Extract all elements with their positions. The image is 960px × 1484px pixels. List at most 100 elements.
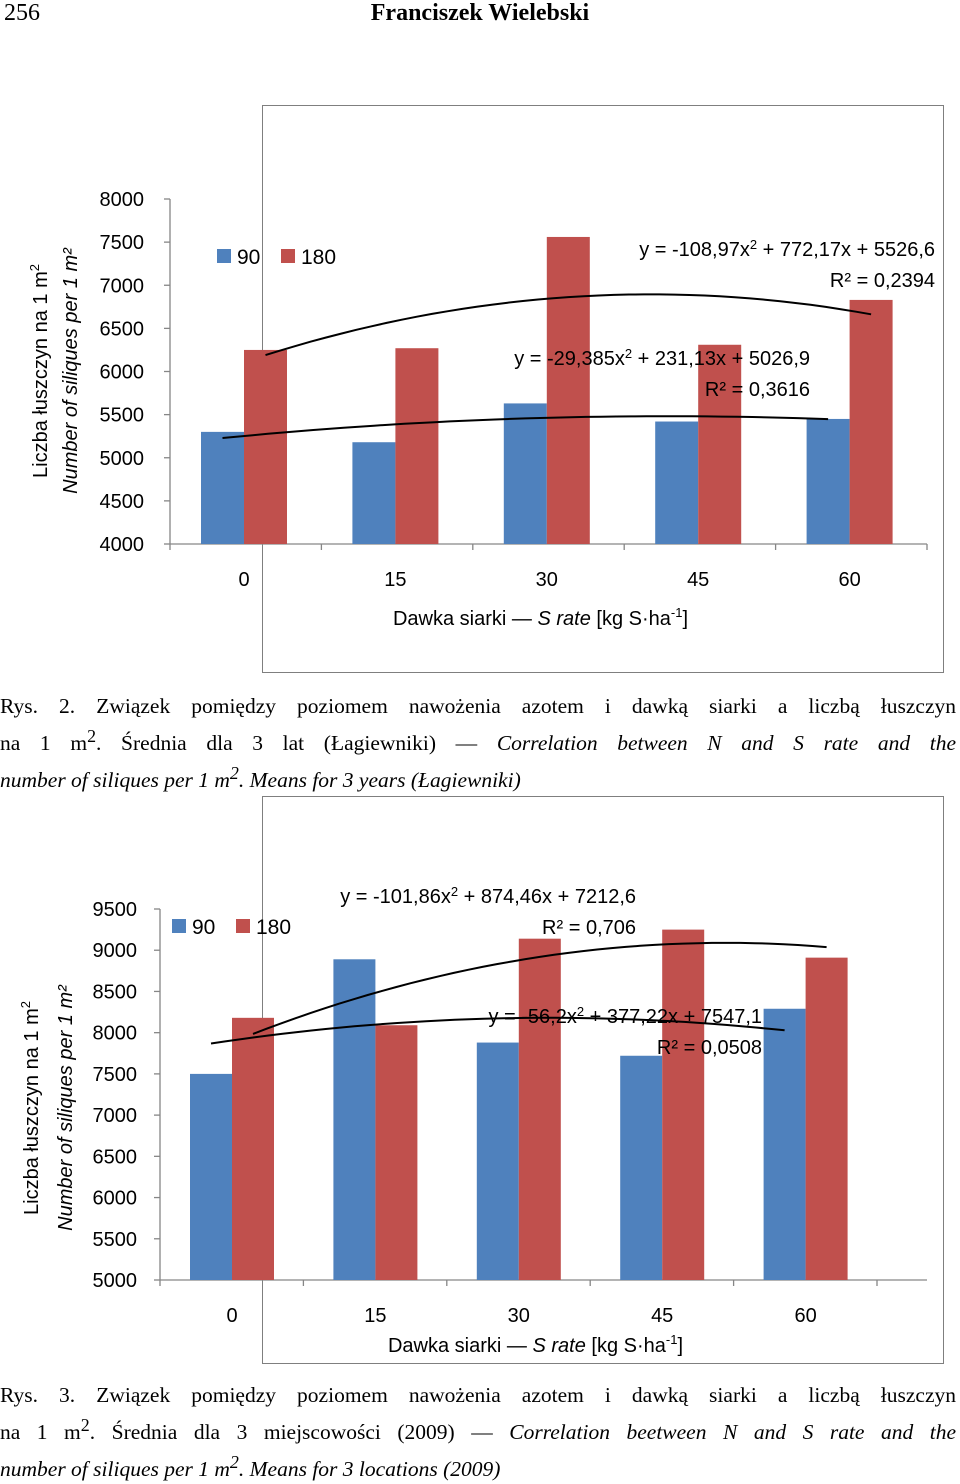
chart2-x-tick-label-15: 15 (364, 1305, 386, 1327)
chart1-x-axis-label: Dawka siarki — S rate [kg S·ha-1] (393, 605, 688, 630)
chart2-legend-label-180: 180 (256, 916, 291, 939)
chart2-trendline-r2-180: R² = 0,706 (542, 917, 636, 939)
chart1-x-tick-label-30: 30 (536, 569, 558, 591)
chart1-bar-180-30 (546, 236, 590, 544)
chart2-legend-swatch-180 (236, 919, 250, 933)
chart2-bar-180-15 (375, 1025, 418, 1280)
caption-2-sup-a: 2 (80, 1415, 90, 1435)
chart2-bar-180-45 (662, 929, 705, 1280)
caption-1-english-c: . Means for 3 years (Łagiewniki) (238, 768, 521, 793)
chart1-trendline-r2-180: R² = 0,2394 (830, 270, 935, 292)
caption-2-line-2: na 1 m2. Średnia dla 3 miejscowości (200… (0, 1410, 956, 1447)
caption-1-label: Rys. 2. (0, 694, 76, 718)
chart1-y-axis-label-english: Number of siliques per 1 m² (60, 247, 82, 494)
caption-1-line-1: Rys. 2. Związek pomiędzy poziomem nawoże… (0, 691, 956, 721)
chart2-x-axis-label: Dawka siarki — S rate [kg S·ha-1] (388, 1332, 683, 1357)
chart1-y-tick-label-6500: 6500 (100, 318, 145, 340)
chart1-bar-180-60 (849, 299, 893, 544)
figure-caption-1: Rys. 2. Związek pomiędzy poziomem nawoże… (0, 691, 956, 795)
chart2-y-tick-label-9500: 9500 (93, 899, 138, 921)
chart1-trendline-r2-90: R² = 0,3616 (705, 379, 810, 401)
chart1-y-tick-label-4500: 4500 (100, 491, 145, 513)
caption-2-polish-b: na 1 m (0, 1420, 81, 1445)
chart1-x-tick-label-15: 15 (384, 569, 406, 591)
chart2-x-tick-label-60: 60 (794, 1305, 816, 1327)
caption-1-line-2: na 1 m2. Średnia dla 3 lat (Łagiewniki) … (0, 721, 956, 758)
caption-1-english-a: Correlation between N and S rate and the (496, 731, 957, 756)
chart1-bar-180-15 (395, 348, 439, 544)
chart1-trendline-equation-180: y = -108,97x2 + 772,17x + 5526,6 (639, 237, 935, 261)
chart1-bar-90-30 (503, 403, 547, 544)
chart1-y-tick-label-6000: 6000 (100, 362, 145, 384)
chart2-trendline-r2-90: R² = 0,0508 (657, 1037, 762, 1059)
page-number: 256 (4, 0, 40, 26)
running-head-author: Franciszek Wielebski (370, 0, 590, 26)
chart1-bar-180-0 (244, 349, 287, 544)
caption-2-sup-b: 2 (229, 1452, 239, 1473)
caption-1-sup-b: 2 (229, 763, 239, 784)
chart2-y-tick-label-5000: 5000 (93, 1270, 138, 1292)
chart2-trendline-90 (210, 1016, 785, 1045)
chart2-bar-90-45 (620, 1055, 663, 1280)
chart1-bar-90-45 (655, 421, 699, 544)
chart1-y-tick-label-4000: 4000 (100, 534, 145, 556)
chart2-x-tick-label-0: 0 (226, 1305, 237, 1327)
caption-1-polish-b: na 1 m (0, 731, 88, 756)
chart-2: 5000 5500 6000 6500 7000 7500 8000 8500 9000 9500… (18, 884, 927, 1357)
caption-2-polish-c: . Średnia dla 3 miejscowości (2009) — (89, 1420, 493, 1445)
caption-1-polish-c: . Średnia dla 3 lat (Łagiewniki) — (96, 731, 478, 756)
caption-2-polish-a: Związek pomiędzy poziomem nawożenia azot… (96, 1383, 957, 1407)
chart2-trendline-equation-90: y = -56,2x2 + 377,22x + 7547,1 (488, 1004, 762, 1028)
chart2-x-tick-label-30: 30 (508, 1305, 530, 1327)
caption-2-english-b: number of siliques per 1 m (0, 1457, 230, 1482)
chart2-y-tick-label-9000: 9000 (93, 940, 138, 962)
chart2-y-tick-label-7000: 7000 (93, 1105, 138, 1127)
chart1-bar-180-45 (698, 344, 742, 544)
caption-1-sup-a: 2 (87, 726, 97, 746)
chart2-bar-90-15 (333, 959, 376, 1280)
chart-frame-1 (262, 105, 944, 673)
caption-2-line-3: number of siliques per 1 m2. Means for 3… (0, 1447, 956, 1484)
caption-1-line-3: number of siliques per 1 m2. Means for 3… (0, 758, 956, 795)
chart1-bar-90-60 (806, 418, 850, 544)
chart1-y-tick-label-7000: 7000 (100, 275, 145, 297)
chart1-y-tick-label-8000: 8000 (100, 189, 145, 211)
chart1-legend-label-180: 180 (301, 246, 336, 269)
caption-2-english-a: Correlation beetween N and S rate and th… (509, 1420, 957, 1445)
chart2-trendline-180 (252, 941, 827, 1035)
chart2-bar-180-0 (232, 1017, 274, 1280)
chart2-legend-swatch-90 (172, 919, 186, 933)
caption-2-english-c: . Means for 3 locations (2009) (238, 1457, 501, 1482)
chart2-bar-90-30 (476, 1042, 519, 1280)
chart2-bar-180-30 (518, 938, 561, 1280)
chart2-bar-90-0 (190, 1073, 232, 1280)
chart1-bar-90-15 (352, 442, 396, 544)
chart1-x-tick-label-0: 0 (238, 569, 249, 591)
chart1-legend-label-90: 90 (237, 246, 260, 269)
chart1-y-tick-label-7500: 7500 (100, 232, 145, 254)
caption-1-polish-a: Związek pomiędzy poziomem nawożenia azot… (96, 694, 957, 718)
chart-1: 4000 4500 5000 5500 6000 6500 7000 7500 8000 0 15 3… (27, 189, 935, 630)
caption-2-label: Rys. 3. (0, 1383, 76, 1407)
chart2-y-tick-label-8500: 8500 (93, 981, 138, 1003)
chart2-trendline-equation-180: y = -101,86x2 + 874,46x + 7212,6 (340, 884, 636, 908)
chart1-x-tick-label-60: 60 (838, 569, 860, 591)
chart2-y-tick-label-8000: 8000 (93, 1023, 138, 1045)
figure-caption-2: Rys. 3. Związek pomiędzy poziomem nawoże… (0, 1380, 956, 1484)
caption-1-english-b: number of siliques per 1 m (0, 768, 230, 793)
chart1-legend-swatch-180 (281, 249, 295, 263)
chart1-legend-swatch-90 (217, 249, 231, 263)
chart2-bar-180-60 (805, 957, 848, 1280)
chart2-y-tick-label-7500: 7500 (93, 1064, 138, 1086)
chart1-trendline-180 (265, 293, 872, 357)
chart2-y-axis-label-polish: Liczba łuszczyn na 1 m2 (18, 1001, 43, 1215)
chart2-x-tick-label-45: 45 (651, 1305, 673, 1327)
chart2-y-tick-label-6500: 6500 (93, 1146, 138, 1168)
chart2-bar-90-60 (763, 1008, 806, 1280)
chart2-y-tick-label-6000: 6000 (93, 1188, 138, 1210)
chart1-y-tick-label-5500: 5500 (100, 405, 145, 427)
chart1-trendline-equation-90: y = -29,385x2 + 231,13x + 5026,9 (514, 346, 810, 370)
chart2-y-tick-label-5500: 5500 (93, 1229, 138, 1251)
caption-2-line-1: Rys. 3. Związek pomiędzy poziomem nawoże… (0, 1380, 956, 1410)
chart1-trendline-90 (222, 415, 829, 439)
